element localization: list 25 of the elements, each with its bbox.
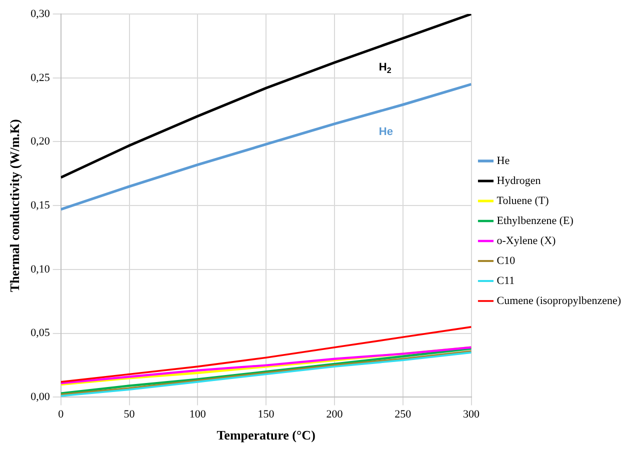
x-tick-label: 200 (326, 408, 344, 421)
legend-label: Ethylbenzene (E) (496, 214, 574, 227)
y-tick-label: 0,05 (30, 327, 50, 340)
legend-label: C11 (496, 274, 515, 287)
x-tick-label: 100 (189, 408, 206, 421)
y-axis-title: Thermal conductivity (W/m.K) (7, 119, 22, 292)
y-tick-label: 0,20 (30, 136, 50, 148)
y-tick-label: 0,15 (30, 199, 50, 212)
x-tick-label: 250 (394, 408, 412, 421)
legend-label: Hydrogen (496, 174, 542, 187)
x-tick-label: 300 (463, 408, 480, 421)
y-tick-label: 0,25 (30, 72, 50, 84)
annotation: He (378, 126, 393, 138)
x-tick-label: 0 (58, 408, 64, 421)
legend-label: o-Xylene (X) (496, 234, 556, 247)
x-axis-title: Temperature (°C) (216, 428, 316, 443)
legend-label: He (496, 154, 510, 167)
y-tick-label: 0,00 (30, 391, 50, 404)
legend-label: Toluene (T) (496, 194, 550, 207)
y-tick-label: 0,10 (30, 263, 50, 276)
x-tick-label: 50 (124, 408, 136, 421)
legend-label: C10 (496, 254, 516, 267)
y-tick-label: 0,30 (30, 8, 50, 20)
legend-label: Cumene (isopropylbenzene) (496, 294, 622, 307)
x-tick-label: 150 (258, 408, 275, 421)
